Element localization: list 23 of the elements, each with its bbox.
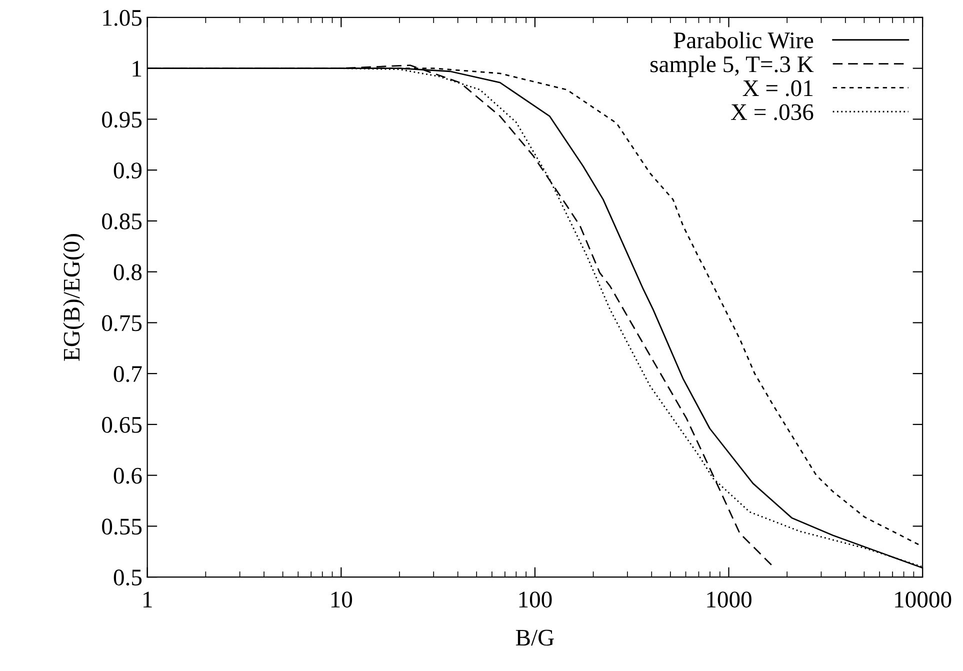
y-tick-label: 0.95	[102, 112, 142, 128]
y-tick-label: 0.7	[114, 366, 142, 382]
y-tick-label: 0.85	[102, 213, 142, 230]
legend-label: Parabolic Wire	[674, 32, 814, 48]
y-tick-label: 0.5	[114, 570, 142, 586]
legend-label: sample 5, T=.3 K	[650, 56, 814, 78]
x-tick-label: 100	[519, 592, 552, 608]
legend-label: X = .01	[742, 80, 813, 96]
x-tick-label: 1	[144, 592, 152, 608]
y-tick-label: 0.55	[102, 518, 142, 535]
y-tick-label: 0.9	[114, 162, 142, 179]
y-tick-label: 0.6	[114, 468, 142, 484]
x-tick-label: 1000	[707, 592, 752, 608]
x-tick-label: 10000	[895, 592, 952, 608]
y-axis-title: EG(B)/EG(0)	[63, 234, 84, 361]
x-tick-label: 10	[331, 592, 352, 608]
legend-label: X = .036	[730, 104, 814, 120]
y-tick-label: 0.65	[102, 416, 142, 433]
y-tick-label: 1.05	[103, 10, 142, 26]
y-tick-label: 0.75	[102, 315, 142, 332]
x-axis-title: B/G	[516, 630, 554, 646]
y-tick-label: 0.8	[114, 264, 142, 280]
y-tick-label: 1	[132, 60, 142, 77]
